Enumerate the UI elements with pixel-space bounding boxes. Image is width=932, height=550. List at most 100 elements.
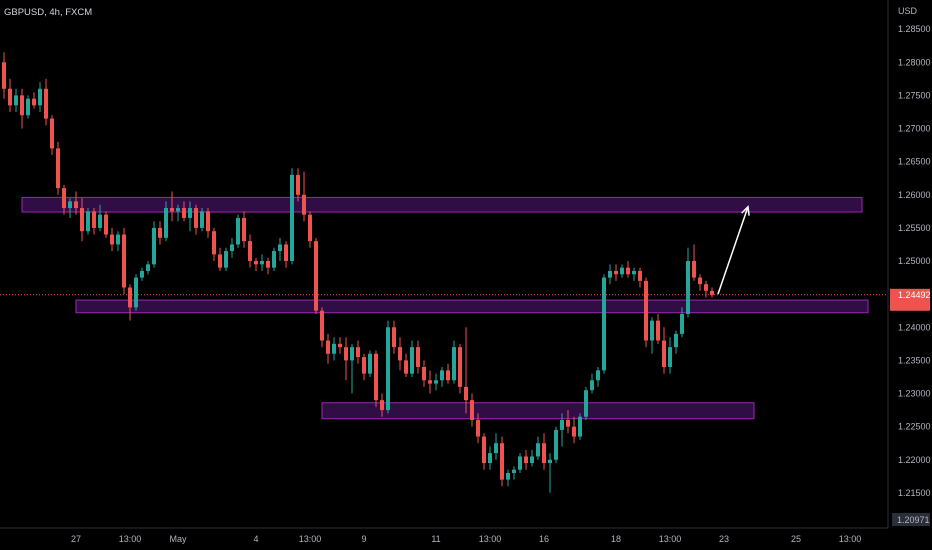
zone-2 bbox=[75, 299, 869, 314]
time-axis[interactable]: 27 13:00 May 4 13:00 9 11 13:00 16 18 13:00 23 25 13:… bbox=[71, 534, 861, 544]
candle bbox=[518, 453, 522, 474]
candle bbox=[692, 244, 696, 281]
candle-body bbox=[212, 231, 216, 255]
candle bbox=[668, 337, 672, 374]
candle bbox=[638, 267, 642, 288]
candle bbox=[380, 393, 384, 417]
candle-body bbox=[230, 244, 234, 252]
bottom-price-tag-bg bbox=[892, 513, 930, 526]
candle bbox=[452, 340, 456, 384]
candle-body bbox=[2, 62, 6, 89]
candle-body bbox=[374, 353, 378, 401]
candle bbox=[536, 436, 540, 460]
candle-body bbox=[146, 264, 150, 271]
candle bbox=[140, 267, 144, 281]
candle bbox=[602, 274, 606, 374]
candle-body bbox=[92, 211, 96, 228]
candle bbox=[590, 373, 594, 394]
zone-3 bbox=[321, 402, 755, 420]
candle bbox=[62, 184, 66, 215]
candle bbox=[422, 360, 426, 387]
price-tick-label: 1.25500 bbox=[898, 223, 931, 233]
candle bbox=[134, 274, 138, 311]
candle-body bbox=[602, 277, 606, 371]
candle-body bbox=[524, 456, 528, 464]
candle-body bbox=[134, 277, 138, 308]
candle-body bbox=[704, 284, 708, 291]
candle bbox=[38, 82, 42, 112]
candle bbox=[326, 333, 330, 364]
candle bbox=[578, 413, 582, 440]
candle bbox=[74, 191, 78, 215]
candle-body bbox=[194, 208, 198, 228]
price-axis[interactable]: 1.28500 1.28000 1.27500 1.27000 1.26500 1.260… bbox=[898, 24, 931, 498]
candle-body bbox=[644, 280, 648, 341]
candle-body bbox=[332, 343, 336, 354]
candle-body bbox=[440, 370, 444, 381]
candle bbox=[308, 211, 312, 248]
candle-body bbox=[692, 261, 696, 278]
candle bbox=[284, 241, 288, 268]
candle-body bbox=[86, 211, 90, 232]
candle bbox=[236, 214, 240, 248]
candle bbox=[548, 453, 552, 493]
candle-body bbox=[260, 261, 264, 265]
candle bbox=[446, 363, 450, 384]
candle-body bbox=[446, 370, 450, 381]
candle bbox=[428, 370, 432, 394]
candle bbox=[200, 208, 204, 232]
candle bbox=[614, 264, 618, 281]
candle-body bbox=[74, 201, 78, 209]
price-tick-label: 1.23000 bbox=[898, 389, 931, 399]
arrow-head bbox=[741, 205, 750, 216]
candle-body bbox=[566, 420, 570, 427]
candle bbox=[458, 343, 462, 394]
candle bbox=[488, 446, 492, 470]
candle bbox=[260, 254, 264, 271]
candle bbox=[230, 237, 234, 258]
candle bbox=[122, 227, 126, 295]
candle-body bbox=[8, 88, 12, 106]
candle bbox=[314, 237, 318, 315]
candle-body bbox=[164, 208, 168, 238]
projection-arrow[interactable] bbox=[717, 205, 750, 295]
candle-body bbox=[320, 310, 324, 341]
candle-body bbox=[614, 270, 618, 275]
candle-body bbox=[248, 241, 252, 262]
candle-body bbox=[560, 420, 564, 430]
time-tick-label: 13:00 bbox=[299, 534, 322, 544]
time-tick-label: 4 bbox=[253, 534, 258, 544]
candle-body bbox=[68, 201, 72, 209]
candle bbox=[416, 340, 420, 374]
price-tick-label: 1.24000 bbox=[898, 322, 931, 332]
current-price-tag: 1.24492 bbox=[890, 288, 931, 311]
price-tick-label: 1.28500 bbox=[898, 24, 931, 34]
candle-body bbox=[140, 270, 144, 278]
candle bbox=[296, 168, 300, 202]
candle bbox=[128, 284, 132, 321]
candle bbox=[338, 337, 342, 354]
candle-body bbox=[128, 287, 132, 308]
candle-body bbox=[380, 400, 384, 411]
candle bbox=[506, 469, 510, 487]
candle-body bbox=[530, 456, 534, 464]
time-tick-label: 27 bbox=[71, 534, 81, 544]
candle-body bbox=[170, 208, 174, 212]
price-tick-label: 1.26000 bbox=[898, 190, 931, 200]
candle-body bbox=[476, 420, 480, 437]
candle-body bbox=[512, 469, 516, 474]
candle-body bbox=[482, 436, 486, 464]
candle bbox=[356, 340, 360, 364]
candle bbox=[608, 264, 612, 285]
symbol-label: GBPUSD, 4h, FXCM bbox=[4, 7, 92, 18]
candle bbox=[656, 314, 660, 344]
candle-body bbox=[44, 88, 48, 119]
candle bbox=[176, 204, 180, 222]
price-tick-label: 1.25000 bbox=[898, 256, 931, 266]
time-tick-label: 11 bbox=[431, 534, 440, 544]
time-tick-label: 13:00 bbox=[839, 534, 862, 544]
candle-body bbox=[26, 98, 30, 116]
candle bbox=[392, 320, 396, 354]
candle bbox=[290, 168, 294, 265]
